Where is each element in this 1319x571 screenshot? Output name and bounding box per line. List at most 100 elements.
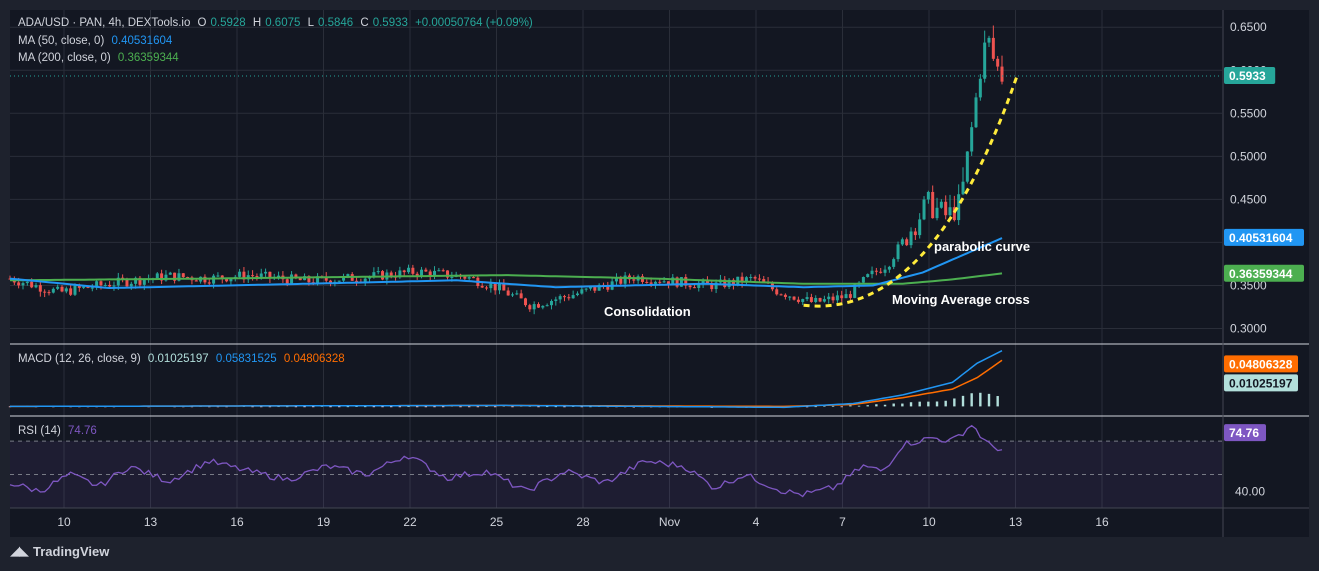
macd-histogram-bar: [190, 406, 194, 408]
annotation-consolidation: Consolidation: [604, 304, 691, 319]
axes: 10 13 16 19 22 25 28 Nov 4 7 10 13 16 0.3000 0.3500 0.4…: [57, 20, 1304, 529]
macd-histogram-bar: [338, 406, 341, 408]
candle-body: [532, 304, 536, 310]
candle-body: [277, 275, 281, 278]
candle-body: [463, 276, 467, 279]
candle-body: [775, 289, 779, 295]
candle-body: [978, 78, 982, 98]
price-pane[interactable]: [8, 25, 1223, 315]
candle-body: [480, 286, 484, 288]
macd-histogram-bar: [476, 406, 480, 408]
candle-body: [749, 277, 753, 279]
candle-body: [757, 278, 761, 280]
candle-body: [874, 270, 878, 272]
candle-body: [744, 277, 748, 283]
candle-body: [510, 294, 514, 296]
tradingview-brand[interactable]: ◢◣ TradingView: [10, 543, 109, 559]
candle-body: [822, 299, 826, 302]
macd-histogram-bar: [849, 405, 852, 407]
candle-body: [407, 267, 411, 273]
rsi-legend[interactable]: RSI (14) 74.76: [18, 425, 101, 437]
macd-pane[interactable]: [8, 350, 1003, 409]
high-label: H: [252, 17, 262, 29]
ma200-line[interactable]: [10, 272, 1003, 285]
candle-body: [887, 266, 891, 270]
price-badge: [1224, 67, 1276, 85]
candle-body: [220, 275, 224, 279]
candle-body: [389, 272, 393, 277]
candle-body: [523, 298, 527, 306]
candle-body: [801, 299, 805, 302]
candle-body: [38, 285, 42, 292]
macd-histogram-bar: [554, 406, 558, 408]
price-tick-label: 0.4500: [1230, 192, 1267, 206]
ma50-line[interactable]: [9, 237, 1003, 290]
x-tick-label: 25: [490, 515, 504, 529]
candle-body: [43, 291, 47, 293]
candle-body: [727, 279, 731, 288]
parabolic-curve-drawing[interactable]: [803, 75, 1019, 308]
x-tick-label: 4: [753, 515, 760, 529]
candle-body: [168, 272, 172, 275]
candle-body: [571, 295, 575, 299]
candle-body: [346, 274, 350, 277]
macd-histogram-bar: [589, 406, 592, 408]
candle-body: [264, 271, 268, 274]
macd-histogram-bar: [268, 406, 272, 408]
annotation-ma-cross: Moving Average cross: [892, 292, 1030, 307]
symbol-title[interactable]: ADA/USD · PAN, 4h, DEXTools.io: [18, 17, 191, 29]
x-tick-label: Nov: [659, 515, 680, 529]
annotation-parabolic-curve: parabolic curve: [934, 239, 1031, 254]
candle-body: [714, 282, 718, 290]
candle-body: [186, 277, 190, 279]
candle-body: [575, 293, 579, 296]
candle-body: [398, 270, 402, 278]
candle-body: [493, 283, 497, 291]
candle-body: [948, 207, 952, 216]
rsi-pane[interactable]: [9, 424, 1222, 509]
candle-body: [194, 280, 198, 282]
candle-body: [90, 287, 94, 289]
rsi-line[interactable]: [9, 424, 1003, 498]
candle-body: [671, 277, 675, 285]
candle-body: [952, 207, 956, 221]
candle-body: [506, 290, 510, 296]
rsi-tick-label: 40.00: [1235, 484, 1265, 498]
macd-histogram-bar: [927, 401, 930, 407]
ma200-legend[interactable]: MA (200, close, 0) 0.36359344: [18, 52, 183, 64]
macd-histogram-bar: [831, 405, 835, 407]
candle-body: [134, 277, 138, 284]
candle-body: [649, 282, 653, 284]
candle-body: [95, 281, 99, 288]
candle-body: [472, 277, 476, 279]
candle-body: [446, 270, 450, 278]
candle-body: [51, 288, 55, 293]
rsi-band: [10, 441, 1222, 508]
candle-body: [961, 181, 965, 195]
candle-body: [125, 279, 129, 287]
candle-body: [415, 273, 419, 276]
macd-badge-label: 0.04806328: [1229, 357, 1293, 371]
macd-histogram-bar: [415, 406, 419, 408]
candle-body: [896, 244, 900, 260]
candle-body: [705, 279, 709, 284]
candle-body: [381, 271, 385, 280]
close-label: C: [360, 17, 369, 29]
candle-body: [225, 278, 229, 282]
candle-body: [861, 277, 865, 283]
macd-line[interactable]: [10, 350, 1003, 409]
candle-body: [25, 281, 29, 284]
ma50-legend[interactable]: MA (50, close, 0) 0.40531604: [18, 35, 176, 47]
candle-body: [848, 294, 852, 298]
candle-body: [129, 283, 133, 287]
candle-body: [428, 271, 432, 277]
macd-histogram-bar: [944, 400, 947, 407]
macd-histogram-bar: [346, 406, 350, 408]
macd-signal-value: 0.04806328: [283, 353, 345, 365]
candle-body: [853, 284, 857, 298]
change-value: +0.00050764 (+0.09%): [415, 17, 533, 29]
macd-legend[interactable]: MACD (12, 26, close, 9) 0.01025197 0.058…: [18, 353, 349, 365]
candle-body: [316, 276, 320, 284]
candle-body: [723, 279, 727, 288]
